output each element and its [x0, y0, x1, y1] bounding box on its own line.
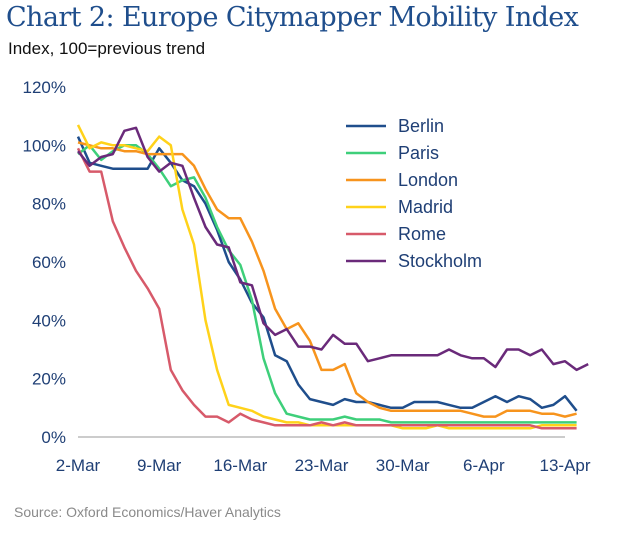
series-line-madrid	[76, 124, 577, 430]
x-tick-label: 13-Apr	[539, 456, 590, 475]
legend-label-madrid: Madrid	[398, 197, 453, 217]
x-axis: 2-Mar 9-Mar 16-Mar 23-Mar 30-Mar 6-Apr 13-Apr	[56, 436, 591, 475]
legend-label-rome: Rome	[398, 224, 446, 244]
series-line-rome	[76, 147, 577, 430]
y-tick-label: 60%	[32, 253, 66, 272]
y-tick-label: 100%	[23, 136, 66, 155]
legend-label-paris: Paris	[398, 143, 439, 163]
series-line-paris	[77, 144, 577, 424]
x-tick-label: 2-Mar	[56, 456, 101, 475]
x-tick-label: 30-Mar	[376, 456, 430, 475]
chart-title: Chart 2: Europe Citymapper Mobility Inde…	[6, 2, 579, 33]
legend: Berlin Paris London Madrid Rome Stockholm	[346, 116, 482, 271]
line-chart: 0%20%40%60%80%100%120% 2-Mar 9-Mar 16-Mar 2…	[23, 78, 591, 475]
series-line-london	[77, 141, 577, 418]
legend-label-stockholm: Stockholm	[398, 251, 482, 271]
y-tick-label: 120%	[23, 78, 66, 97]
y-axis: 0% 20% 40% 60% 80% 100% 120%	[23, 78, 66, 447]
y-tick-label: 0%	[41, 428, 66, 447]
series-line-stockholm	[77, 126, 589, 372]
x-tick-label: 9-Mar	[137, 456, 182, 475]
series-lines	[76, 124, 589, 430]
chart-subtitle: Index, 100=previous trend	[8, 39, 206, 58]
x-tick-label: 6-Apr	[463, 456, 505, 475]
x-tick-label: 23-Mar	[295, 456, 349, 475]
series-line-berlin	[76, 136, 578, 412]
y-tick-label: 20%	[32, 370, 66, 389]
source-note: Source: Oxford Economics/Haver Analytics	[14, 504, 281, 520]
legend-label-berlin: Berlin	[398, 116, 444, 136]
y-tick-label: 40%	[32, 311, 66, 330]
legend-label-london: London	[398, 170, 458, 190]
x-tick-label: 16-Mar	[213, 456, 267, 475]
y-tick-label: 80%	[32, 195, 66, 214]
